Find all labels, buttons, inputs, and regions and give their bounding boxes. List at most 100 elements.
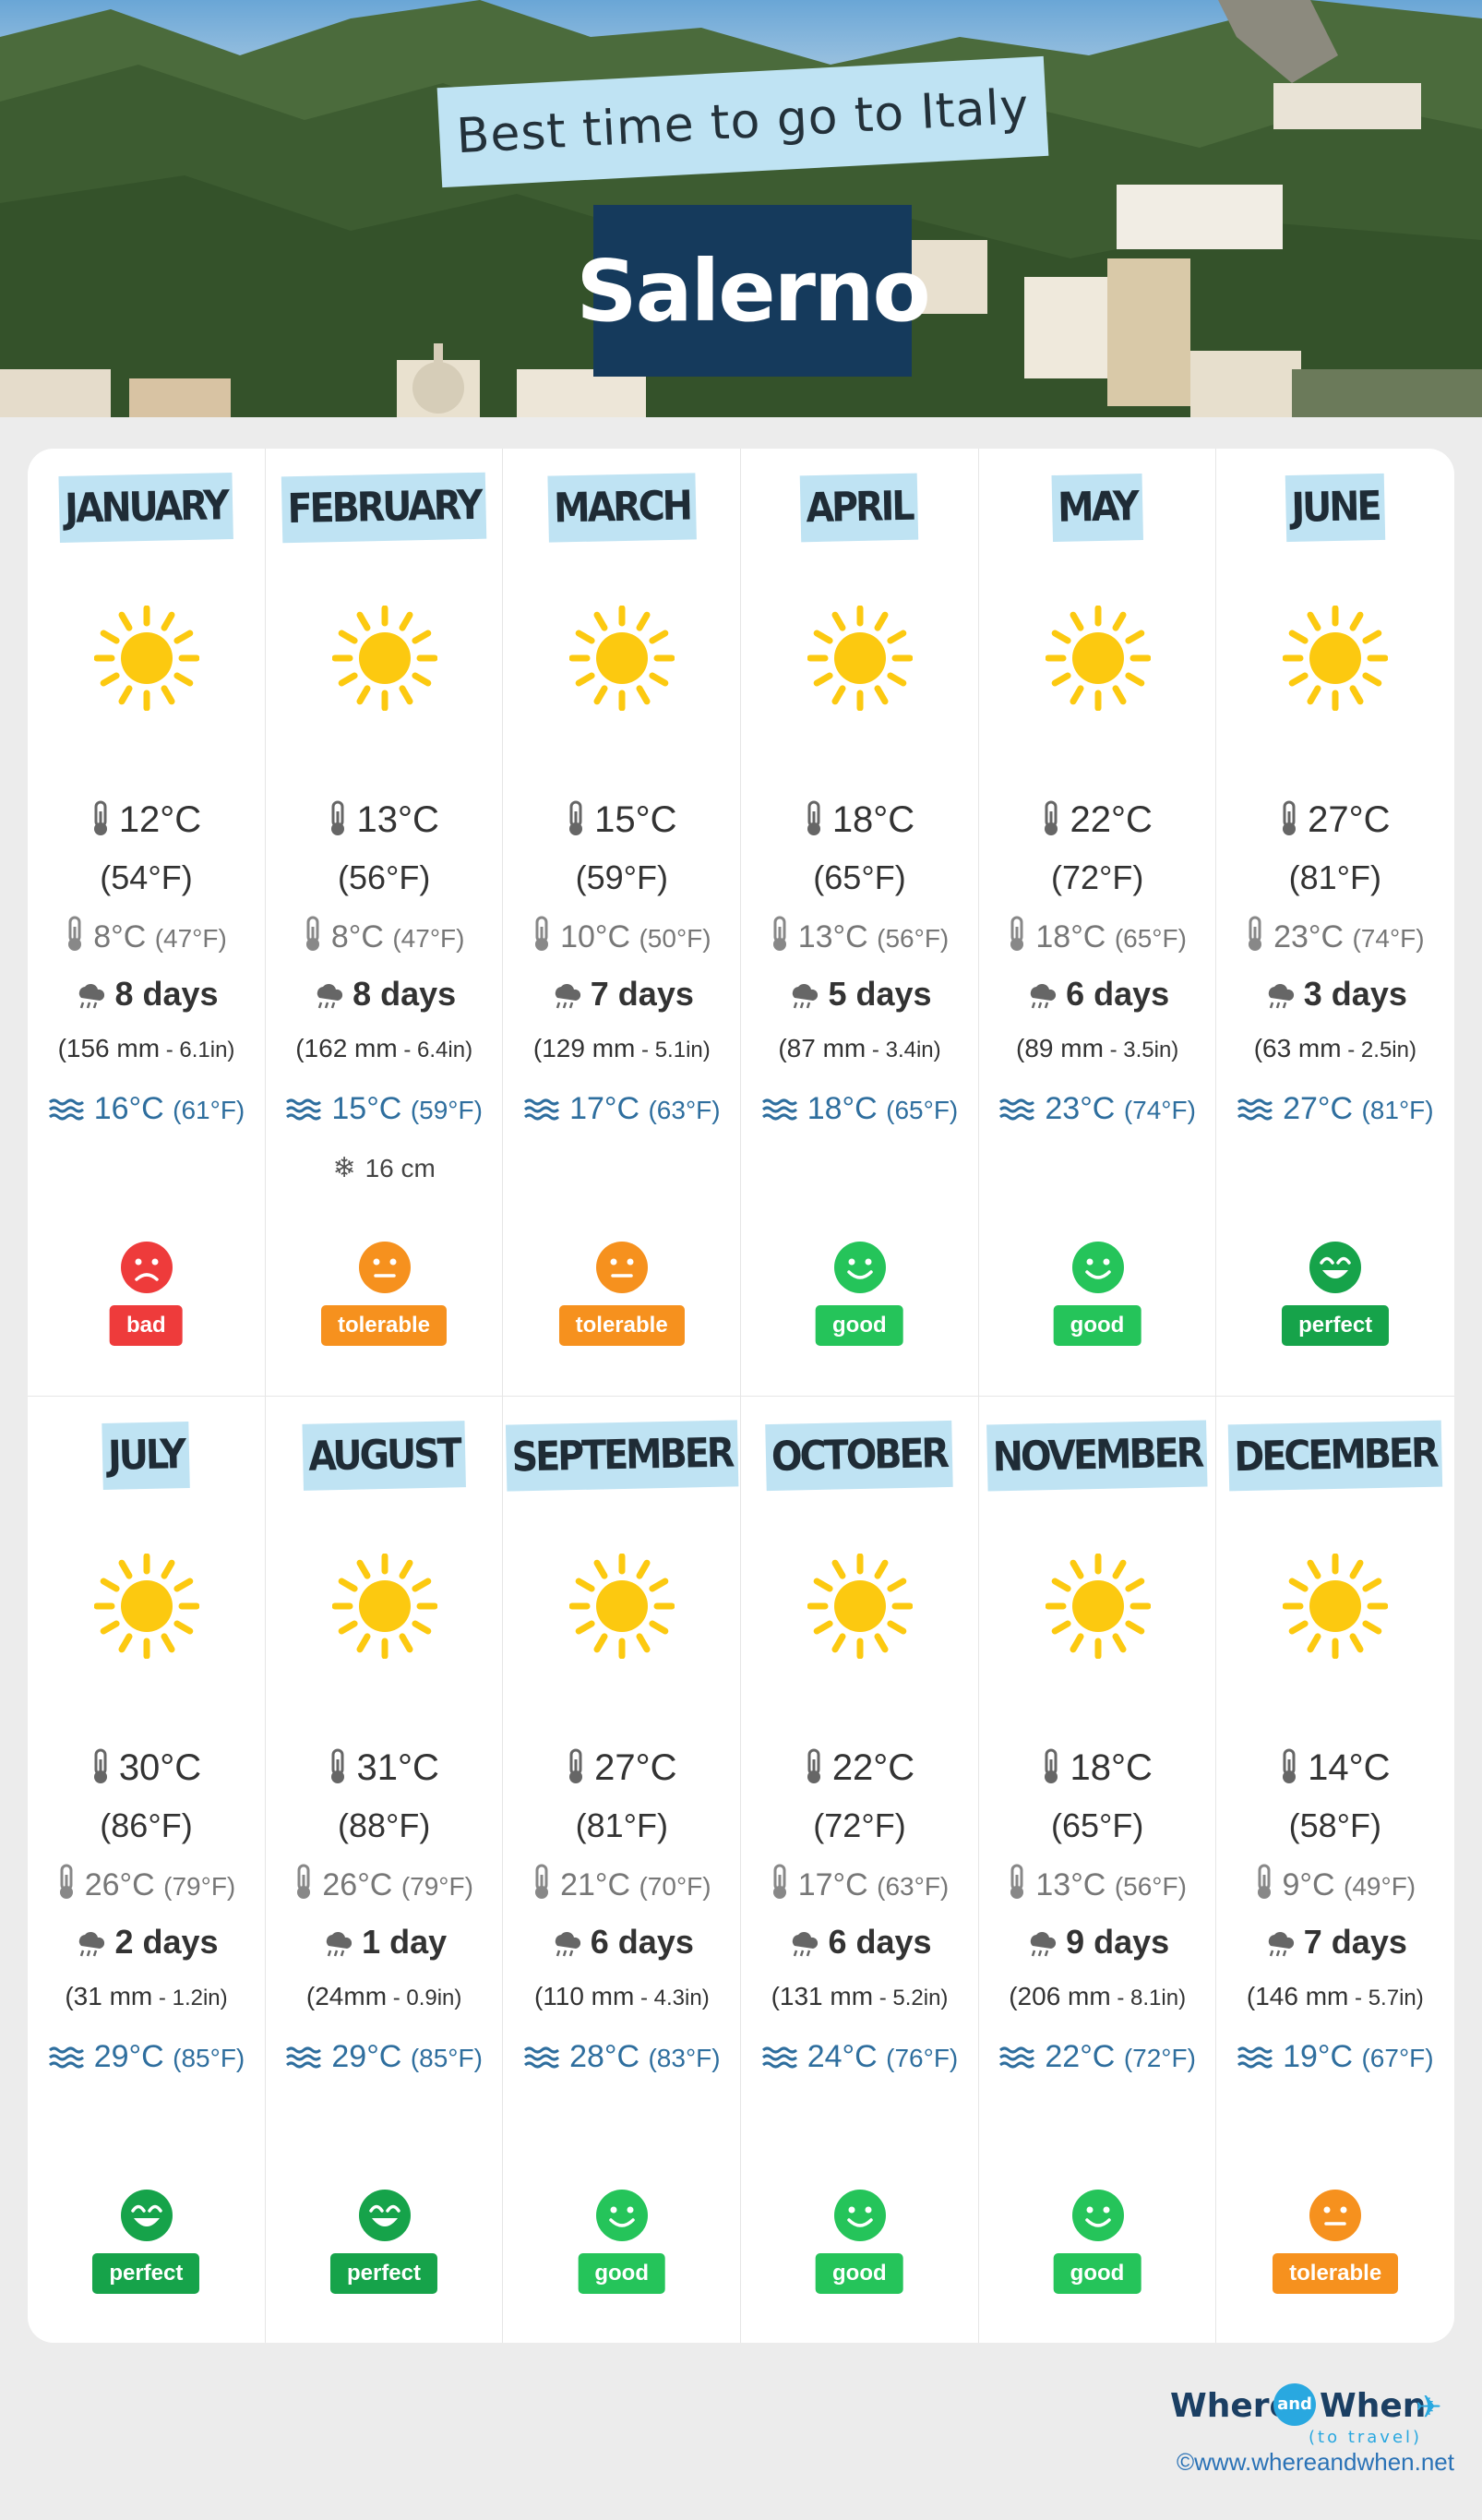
sea-temperature: 23°C (74°F)	[979, 1091, 1216, 1131]
sun-icon	[807, 1554, 913, 1659]
thermometer-icon	[91, 1748, 110, 1794]
rain-days-value: 1 day	[362, 1923, 448, 1961]
max-temp-c: 22°C	[831, 1747, 915, 1788]
min-temp-c: 10°C	[560, 919, 631, 954]
copyright-link[interactable]: ©www.whereandwhen.net	[1177, 2448, 1454, 2476]
neutral-face-icon	[358, 1241, 412, 1294]
min-temp-f: (79°F)	[163, 1872, 236, 1901]
month-column-november: NOVEMBER 18°C (65°F) 13°C (56°F) 9 days …	[978, 1396, 1217, 2343]
sun-icon	[94, 606, 199, 711]
month-name: SEPTEMBER	[505, 1420, 738, 1492]
rainfall-mm: (162 mm	[295, 1034, 398, 1062]
sea-temp-c: 18°C	[807, 1091, 878, 1126]
neutral-face-icon	[595, 1241, 649, 1294]
rainfall-in: - 5.1in)	[635, 1038, 711, 1062]
max-temp-f: (65°F)	[1050, 1806, 1144, 1844]
min-temperature: 8°C (47°F)	[28, 916, 265, 961]
sea-temp-c: 27°C	[1283, 1091, 1354, 1126]
rain-days: 5 days	[741, 975, 978, 1017]
thermometer-icon	[1008, 916, 1026, 961]
rainfall-amount: (87 mm - 3.4in)	[741, 1034, 978, 1063]
min-temp-f: (70°F)	[639, 1872, 711, 1901]
waves-icon	[761, 2043, 798, 2079]
sea-temp-c: 23°C	[1045, 1091, 1116, 1126]
snowflake-icon: ❄	[332, 1153, 356, 1183]
rating-badge: perfect	[329, 2253, 437, 2294]
sun-icon	[1283, 1554, 1389, 1659]
max-temp-f: (72°F)	[1050, 858, 1144, 896]
sea-temperature: 28°C (83°F)	[503, 2039, 740, 2079]
thermometer-icon	[304, 916, 322, 961]
rain-days-value: 3 days	[1303, 975, 1407, 1013]
thermometer-icon	[532, 1864, 551, 1909]
min-temp-c: 13°C	[1035, 1867, 1106, 1902]
min-temp-c: 21°C	[560, 1867, 631, 1902]
max-temperature: 14°C	[1216, 1747, 1453, 1794]
smile-face-icon	[1071, 1241, 1125, 1294]
rain-days-value: 8 days	[353, 975, 457, 1013]
min-temp-f: (49°F)	[1344, 1872, 1416, 1901]
min-temp-f: (63°F)	[877, 1872, 950, 1901]
min-temp-f: (56°F)	[1114, 1872, 1187, 1901]
sea-temperature: 15°C (59°F)	[266, 1091, 503, 1131]
sea-temperature: 24°C (76°F)	[741, 2039, 978, 2079]
rating-badge: tolerable	[320, 1305, 447, 1346]
sea-temp-f: (67°F)	[1361, 2044, 1434, 2072]
smile-face-icon	[833, 1241, 887, 1294]
waves-icon	[285, 2043, 322, 2079]
sea-temp-f: (63°F)	[648, 1096, 721, 1124]
brand-when: When	[1320, 2387, 1427, 2425]
love-face-icon	[120, 2189, 173, 2242]
waves-icon	[48, 1095, 85, 1131]
max-temp-c: 27°C	[594, 1747, 677, 1788]
min-temperature: 23°C (74°F)	[1216, 916, 1453, 961]
waves-icon	[285, 1095, 322, 1131]
sun-icon	[94, 1554, 199, 1659]
rainfall-in: - 0.9in)	[387, 1986, 462, 2010]
rain-cloud-icon	[1263, 978, 1295, 1017]
min-temp-c: 9°C	[1282, 1867, 1335, 1902]
rain-days: 8 days	[266, 975, 503, 1017]
brand-logo[interactable]: Where and When ✈	[1170, 2383, 1447, 2430]
month-name: APRIL	[800, 473, 919, 543]
month-name: JULY	[102, 1422, 191, 1490]
max-temperature: 31°C	[266, 1747, 503, 1794]
rating-badge: good	[1053, 2253, 1141, 2294]
max-temperature: 27°C	[503, 1747, 740, 1794]
rain-days: 1 day	[266, 1923, 503, 1965]
month-name: JANUARY	[58, 473, 233, 543]
brand-and-pin-icon: and	[1273, 2383, 1316, 2426]
min-temp-c: 8°C	[93, 919, 147, 954]
sea-temp-c: 29°C	[93, 2039, 164, 2074]
rain-cloud-icon	[321, 1926, 353, 1965]
month-column-july: JULY 30°C (86°F) 26°C (79°F) 2 days (31 …	[28, 1396, 266, 2343]
rating-badge: good	[578, 2253, 665, 2294]
rainfall-amount: (156 mm - 6.1in)	[28, 1034, 265, 1063]
max-temp-f: (81°F)	[1288, 858, 1382, 896]
rain-cloud-icon	[1025, 1926, 1057, 1965]
rainfall-mm: (131 mm	[771, 1982, 874, 2010]
min-temp-f: (79°F)	[400, 1872, 473, 1901]
max-temp-c: 13°C	[356, 799, 439, 840]
sun-icon	[331, 1554, 437, 1659]
rain-days: 6 days	[741, 1923, 978, 1965]
max-temp-c: 12°C	[118, 799, 202, 840]
sea-temperature: 16°C (61°F)	[28, 1091, 265, 1131]
min-temperature: 8°C (47°F)	[266, 916, 503, 961]
sun-icon	[807, 606, 913, 711]
rainfall-amount: (129 mm - 5.1in)	[503, 1034, 740, 1063]
sea-temp-c: 19°C	[1283, 2039, 1354, 2074]
sea-temp-f: (65°F)	[886, 1096, 959, 1124]
rain-days-value: 7 days	[590, 975, 694, 1013]
sea-temp-f: (74°F)	[1123, 1096, 1196, 1124]
thermometer-icon	[1280, 800, 1298, 846]
rainfall-amount: (89 mm - 3.5in)	[979, 1034, 1216, 1063]
airplane-icon: ✈	[1416, 2389, 1442, 2426]
sea-temp-f: (83°F)	[648, 2044, 721, 2072]
min-temp-c: 26°C	[322, 1867, 393, 1902]
max-temp-f: (72°F)	[813, 1806, 906, 1844]
rain-days-value: 9 days	[1066, 1923, 1170, 1961]
min-temp-f: (74°F)	[1352, 924, 1425, 953]
max-temperature: 12°C	[28, 799, 265, 846]
love-face-icon	[358, 2189, 412, 2242]
